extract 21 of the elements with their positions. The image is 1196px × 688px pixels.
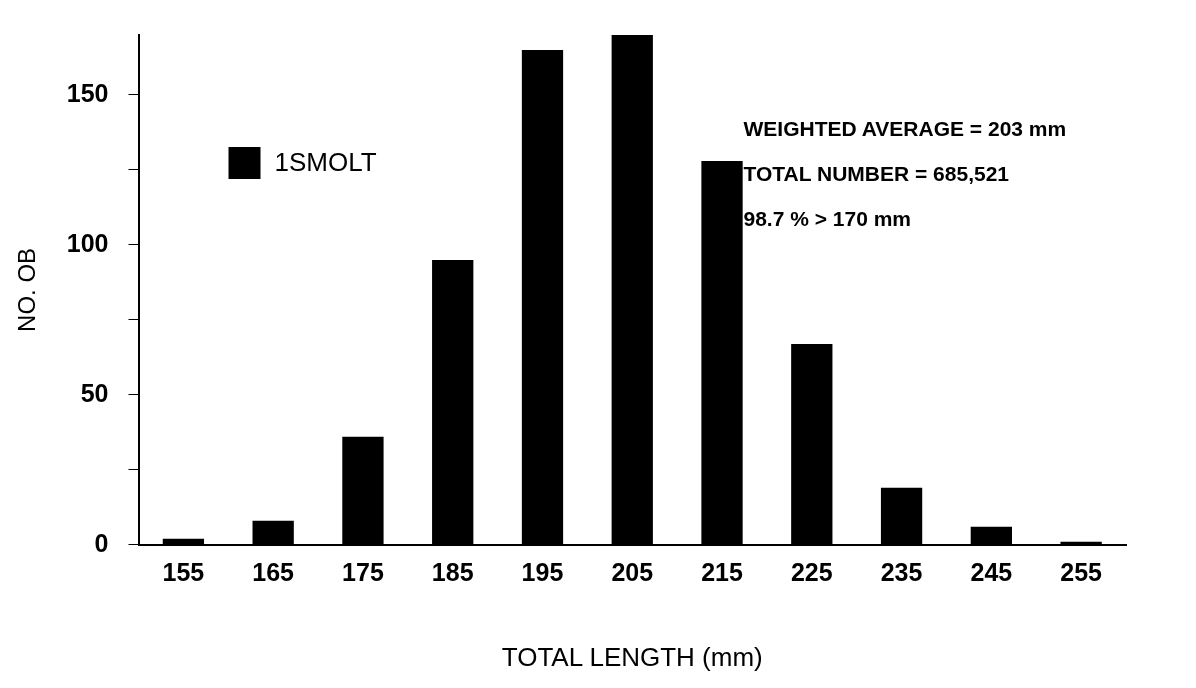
x-tick-label: 205 [611, 557, 654, 586]
x-tick-label: 235 [880, 557, 923, 586]
annotation: TOTAL NUMBER = 685,521 [743, 161, 1010, 185]
x-tick-label: 195 [521, 557, 564, 586]
annotation: WEIGHTED AVERAGE = 203 mm [743, 116, 1067, 140]
y-tick-label: 50 [80, 378, 109, 407]
x-tick-label: 155 [162, 557, 205, 586]
x-tick-label: 245 [970, 557, 1013, 586]
x-tick-label: 215 [701, 557, 743, 586]
y-tick-label: 150 [66, 78, 109, 107]
x-tick-label: 185 [431, 557, 474, 586]
y-tick-label: 100 [66, 228, 109, 257]
y-tick-label: 0 [94, 528, 109, 557]
annotation: 98.7 % > 170 mm [743, 206, 912, 230]
x-tick-label: 165 [252, 557, 295, 586]
x-axis-title: TOTAL LENGTH (mm) [501, 641, 763, 672]
x-tick-label: 175 [342, 557, 384, 586]
legend-label: 1SMOLT [274, 147, 377, 178]
x-tick-label: 255 [1060, 557, 1103, 586]
x-tick-label: 225 [790, 557, 833, 586]
y-axis-title: NO. OB [13, 247, 41, 332]
